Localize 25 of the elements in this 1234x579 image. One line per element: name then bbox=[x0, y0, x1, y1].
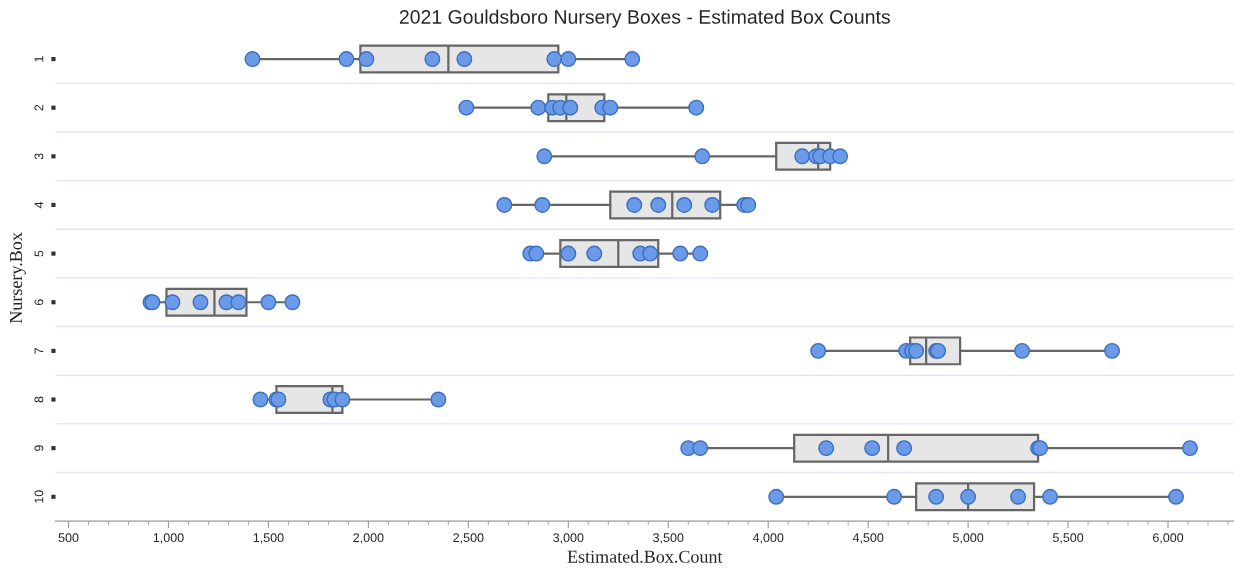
x-tick-label: 5,500 bbox=[1052, 533, 1084, 544]
y-tick-label: 3 bbox=[34, 153, 44, 160]
x-tick-label: 3,000 bbox=[553, 533, 584, 544]
x-tick-label: 2,500 bbox=[453, 533, 484, 544]
y-tick-label: 2 bbox=[34, 104, 44, 111]
y-tick-label: 6 bbox=[34, 299, 44, 306]
y-tick-label: 5 bbox=[34, 250, 44, 257]
x-tick-label: 4,000 bbox=[752, 533, 784, 544]
x-tick-label: 6,000 bbox=[1153, 533, 1184, 544]
x-tick-label: 2,000 bbox=[353, 533, 384, 544]
y-tick-label: 10 bbox=[34, 490, 44, 503]
y-tick-label: 8 bbox=[34, 396, 44, 403]
x-tick-label: 3,500 bbox=[653, 533, 684, 544]
chart-title: 2021 Gouldsboro Nursery Boxes - Estimated Box Counts bbox=[399, 9, 890, 28]
y-tick-label: 1 bbox=[34, 56, 44, 62]
y-tick-label: 7 bbox=[34, 348, 44, 354]
x-tick-label: 4,500 bbox=[852, 533, 884, 544]
y-tick-label: 4 bbox=[34, 201, 44, 209]
y-axis-title: Nursery.Box bbox=[10, 232, 26, 324]
x-tick-label: 1,000 bbox=[153, 533, 184, 544]
x-tick-label: 500 bbox=[58, 533, 79, 543]
y-tick-label: 9 bbox=[34, 445, 44, 452]
x-tick-label: 5,000 bbox=[952, 533, 984, 544]
x-axis-title: Estimated.Box.Count bbox=[567, 550, 723, 563]
x-tick-label: 1,500 bbox=[253, 533, 284, 544]
